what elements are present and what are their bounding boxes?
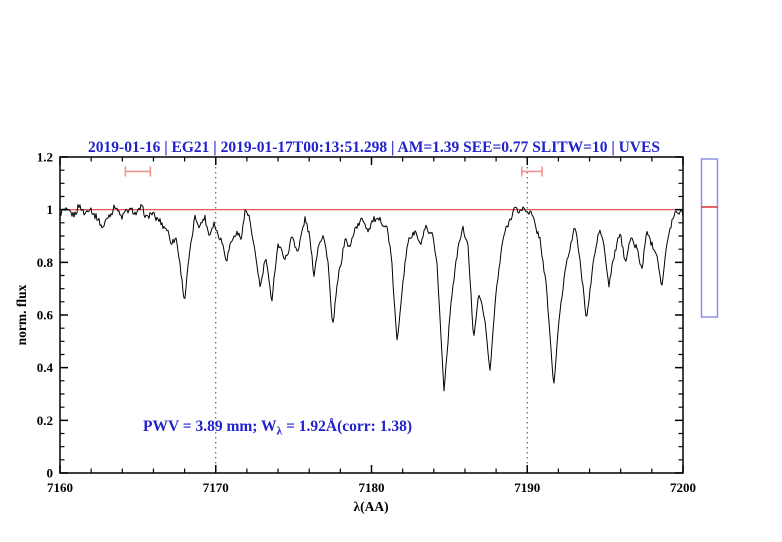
y-tick-label: 0.4 (37, 360, 54, 375)
pwv-annotation-subscript: λ (277, 426, 283, 438)
y-axis-label: norm. flux (14, 284, 29, 345)
pwv-annotation-prefix: PWV = 3.89 mm; W (143, 418, 277, 435)
spectrum-curve (59, 204, 684, 392)
side-indicator-outline (700, 158, 719, 318)
minor-ticks (60, 157, 683, 473)
y-tick-label: 0.8 (37, 255, 54, 270)
tick-labels: 7160 7170 7180 7190 7200 0 0.2 0.4 0.6 0.8 1 1.2 (37, 150, 696, 496)
x-tick-label: 7200 (670, 480, 696, 495)
axes-frame-and-ticks (59, 156, 684, 474)
error-bar-markers (124, 166, 543, 177)
error-bar-marker (124, 166, 152, 177)
y-tick-label: 1 (47, 202, 54, 217)
pwv-annotation-suffix: = 1.92Å(corr: 1.38) (282, 418, 412, 435)
error-bar-marker (520, 166, 543, 177)
x-tick-label: 7180 (359, 480, 385, 495)
x-tick-label: 7190 (514, 480, 540, 495)
y-tick-label: 0 (47, 466, 54, 481)
x-tick-label: 7170 (203, 480, 229, 495)
x-axis-label: λ(AA) (353, 499, 388, 514)
y-tick-label: 1.2 (37, 150, 53, 165)
spectrum-path (59, 204, 684, 392)
y-tick-label: 0.6 (37, 308, 54, 323)
y-tick-label: 0.2 (37, 413, 53, 428)
x-tick-label: 7160 (47, 480, 73, 495)
plot-title: 2019-01-16 | EG21 | 2019-01-17T00:13:51.… (88, 139, 660, 156)
pwv-annotation: PWV = 3.89 mm; Wλ = 1.92Å(corr: 1.38) (143, 418, 412, 438)
major-ticks (59, 156, 684, 474)
side-indicator-bar (700, 158, 719, 318)
